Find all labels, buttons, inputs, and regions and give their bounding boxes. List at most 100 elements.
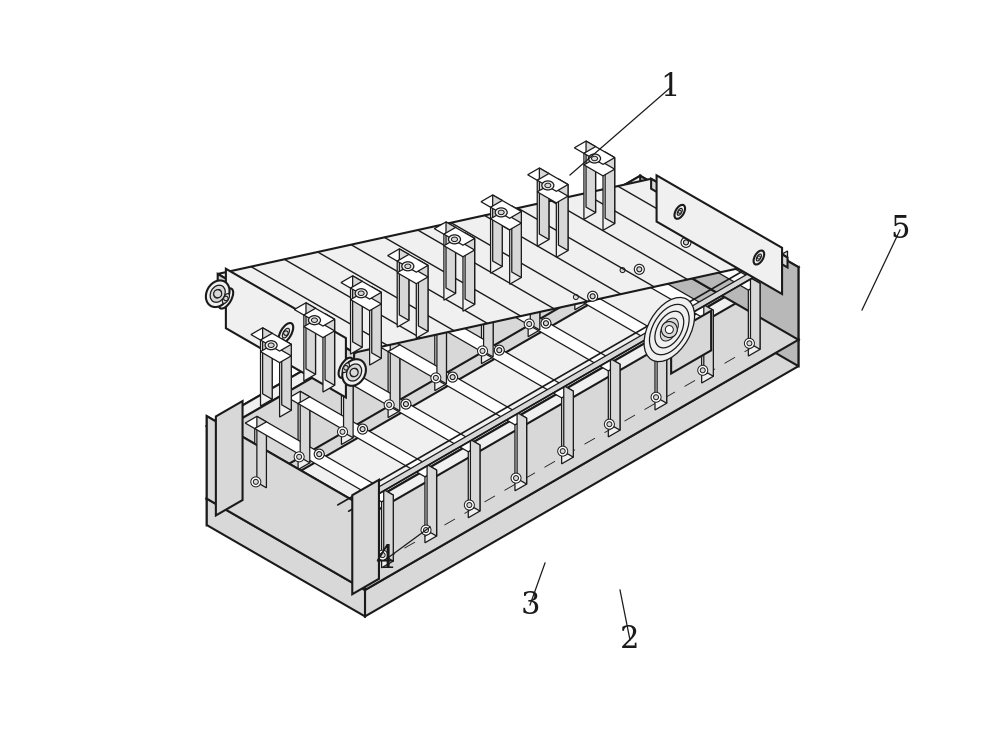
Polygon shape [255, 422, 384, 496]
Ellipse shape [279, 323, 293, 343]
Polygon shape [323, 319, 335, 392]
Polygon shape [304, 308, 335, 326]
Ellipse shape [355, 288, 367, 298]
Polygon shape [510, 212, 521, 284]
Circle shape [700, 367, 705, 373]
Circle shape [380, 553, 385, 558]
Polygon shape [425, 313, 446, 324]
Polygon shape [537, 185, 568, 203]
Polygon shape [270, 339, 291, 351]
Polygon shape [599, 359, 620, 371]
Polygon shape [207, 417, 365, 590]
Circle shape [634, 264, 644, 274]
Polygon shape [352, 479, 379, 594]
Polygon shape [437, 313, 446, 384]
Polygon shape [481, 291, 493, 364]
Polygon shape [565, 231, 586, 244]
Polygon shape [657, 176, 782, 294]
Circle shape [497, 348, 502, 353]
Polygon shape [640, 248, 798, 366]
Polygon shape [427, 465, 437, 536]
Polygon shape [621, 210, 750, 285]
Circle shape [224, 296, 228, 301]
Polygon shape [360, 287, 381, 299]
Polygon shape [261, 333, 291, 351]
Polygon shape [207, 498, 365, 616]
Polygon shape [505, 413, 527, 425]
Polygon shape [415, 465, 437, 477]
Polygon shape [692, 305, 713, 317]
Polygon shape [530, 258, 540, 330]
Ellipse shape [592, 156, 598, 161]
Circle shape [401, 399, 411, 409]
Circle shape [514, 476, 519, 481]
Polygon shape [341, 372, 470, 447]
Polygon shape [621, 210, 633, 283]
Polygon shape [434, 222, 456, 234]
Polygon shape [528, 264, 657, 338]
Polygon shape [552, 386, 573, 398]
Polygon shape [304, 320, 335, 337]
Ellipse shape [282, 328, 289, 338]
Polygon shape [304, 308, 316, 381]
Polygon shape [207, 248, 798, 590]
Circle shape [423, 528, 428, 533]
Polygon shape [468, 445, 480, 518]
Polygon shape [624, 204, 633, 276]
Polygon shape [564, 386, 573, 457]
Polygon shape [332, 366, 353, 378]
Polygon shape [407, 260, 428, 272]
Circle shape [294, 452, 304, 462]
Polygon shape [353, 276, 362, 348]
Polygon shape [584, 146, 615, 165]
Polygon shape [435, 318, 446, 391]
Polygon shape [577, 231, 586, 303]
Polygon shape [261, 345, 291, 362]
Polygon shape [416, 266, 428, 338]
Polygon shape [671, 311, 711, 373]
Circle shape [571, 292, 581, 302]
Polygon shape [425, 470, 437, 543]
Circle shape [450, 375, 455, 380]
Polygon shape [558, 179, 568, 250]
Polygon shape [603, 157, 615, 231]
Polygon shape [584, 146, 596, 220]
Circle shape [744, 338, 754, 348]
Polygon shape [491, 201, 502, 273]
Ellipse shape [347, 364, 362, 381]
Circle shape [618, 265, 628, 275]
Polygon shape [435, 318, 564, 392]
Polygon shape [365, 267, 798, 590]
Circle shape [588, 291, 598, 302]
Polygon shape [463, 239, 475, 311]
Circle shape [654, 395, 659, 400]
Ellipse shape [649, 305, 689, 355]
Ellipse shape [339, 358, 353, 378]
Circle shape [478, 346, 488, 356]
Circle shape [387, 403, 392, 407]
Polygon shape [453, 233, 475, 245]
Circle shape [560, 449, 565, 454]
Polygon shape [351, 281, 381, 299]
Polygon shape [261, 333, 272, 406]
Polygon shape [390, 340, 400, 411]
Ellipse shape [265, 340, 277, 350]
Polygon shape [263, 328, 272, 400]
Ellipse shape [402, 262, 414, 271]
Ellipse shape [495, 208, 507, 217]
Circle shape [464, 500, 474, 510]
Polygon shape [216, 401, 243, 515]
Polygon shape [255, 422, 266, 495]
Ellipse shape [754, 250, 764, 264]
Polygon shape [528, 264, 540, 337]
Polygon shape [313, 314, 335, 326]
Ellipse shape [342, 359, 366, 386]
Polygon shape [612, 204, 633, 217]
Ellipse shape [206, 280, 230, 307]
Ellipse shape [655, 311, 684, 348]
Circle shape [317, 452, 322, 457]
Polygon shape [298, 397, 427, 471]
Polygon shape [354, 261, 788, 583]
Ellipse shape [660, 318, 678, 341]
Polygon shape [547, 179, 568, 191]
